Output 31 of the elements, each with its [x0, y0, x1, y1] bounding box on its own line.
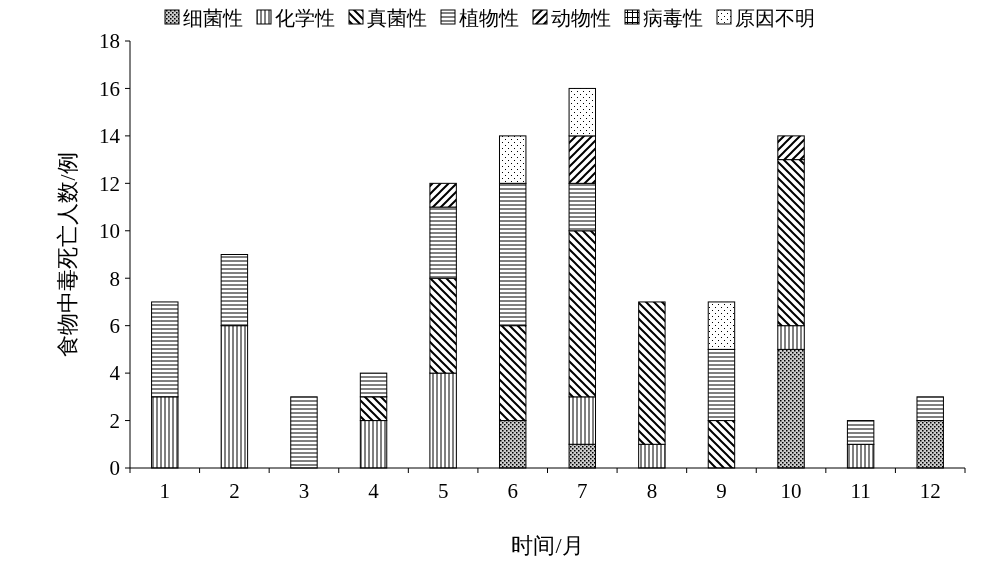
x-tick-label: 1 [159, 479, 171, 503]
y-tick-label: 14 [99, 124, 121, 149]
x-tick-label: 7 [577, 479, 588, 503]
x-tick-label: 11 [850, 479, 871, 503]
x-tick-label: 8 [646, 479, 658, 503]
x-tick-label: 12 [919, 479, 941, 503]
x-tick-label: 4 [368, 479, 380, 503]
y-tick-label: 16 [99, 76, 120, 101]
x-tick-label: 5 [437, 479, 449, 503]
y-axis-title: 食物中毒死亡人数/例 [55, 152, 80, 357]
y-tick-label: 4 [109, 361, 121, 386]
legend-label: 真菌性 [367, 7, 427, 29]
y-tick-label: 18 [99, 29, 120, 54]
legend-label: 病毒性 [643, 7, 703, 29]
y-tick-label: 12 [99, 171, 120, 196]
legend-label: 动物性 [551, 7, 611, 29]
x-tick-label: 3 [298, 479, 310, 503]
x-tick-label: 9 [716, 479, 727, 503]
x-tick-label: 2 [229, 479, 240, 503]
y-tick-label: 10 [99, 219, 120, 244]
y-tick-label: 6 [109, 314, 120, 339]
y-tick-label: 2 [109, 408, 120, 433]
y-tick-label: 0 [109, 456, 120, 481]
legend-label: 原因不明 [735, 7, 815, 29]
x-axis-title: 时间/月 [511, 533, 584, 558]
y-tick-label: 8 [109, 266, 120, 291]
legend-label: 细菌性 [183, 7, 243, 29]
legend-label: 化学性 [275, 7, 335, 29]
legend-label: 植物性 [459, 7, 519, 29]
x-tick-label: 10 [780, 479, 802, 503]
x-tick-label: 6 [507, 479, 518, 503]
